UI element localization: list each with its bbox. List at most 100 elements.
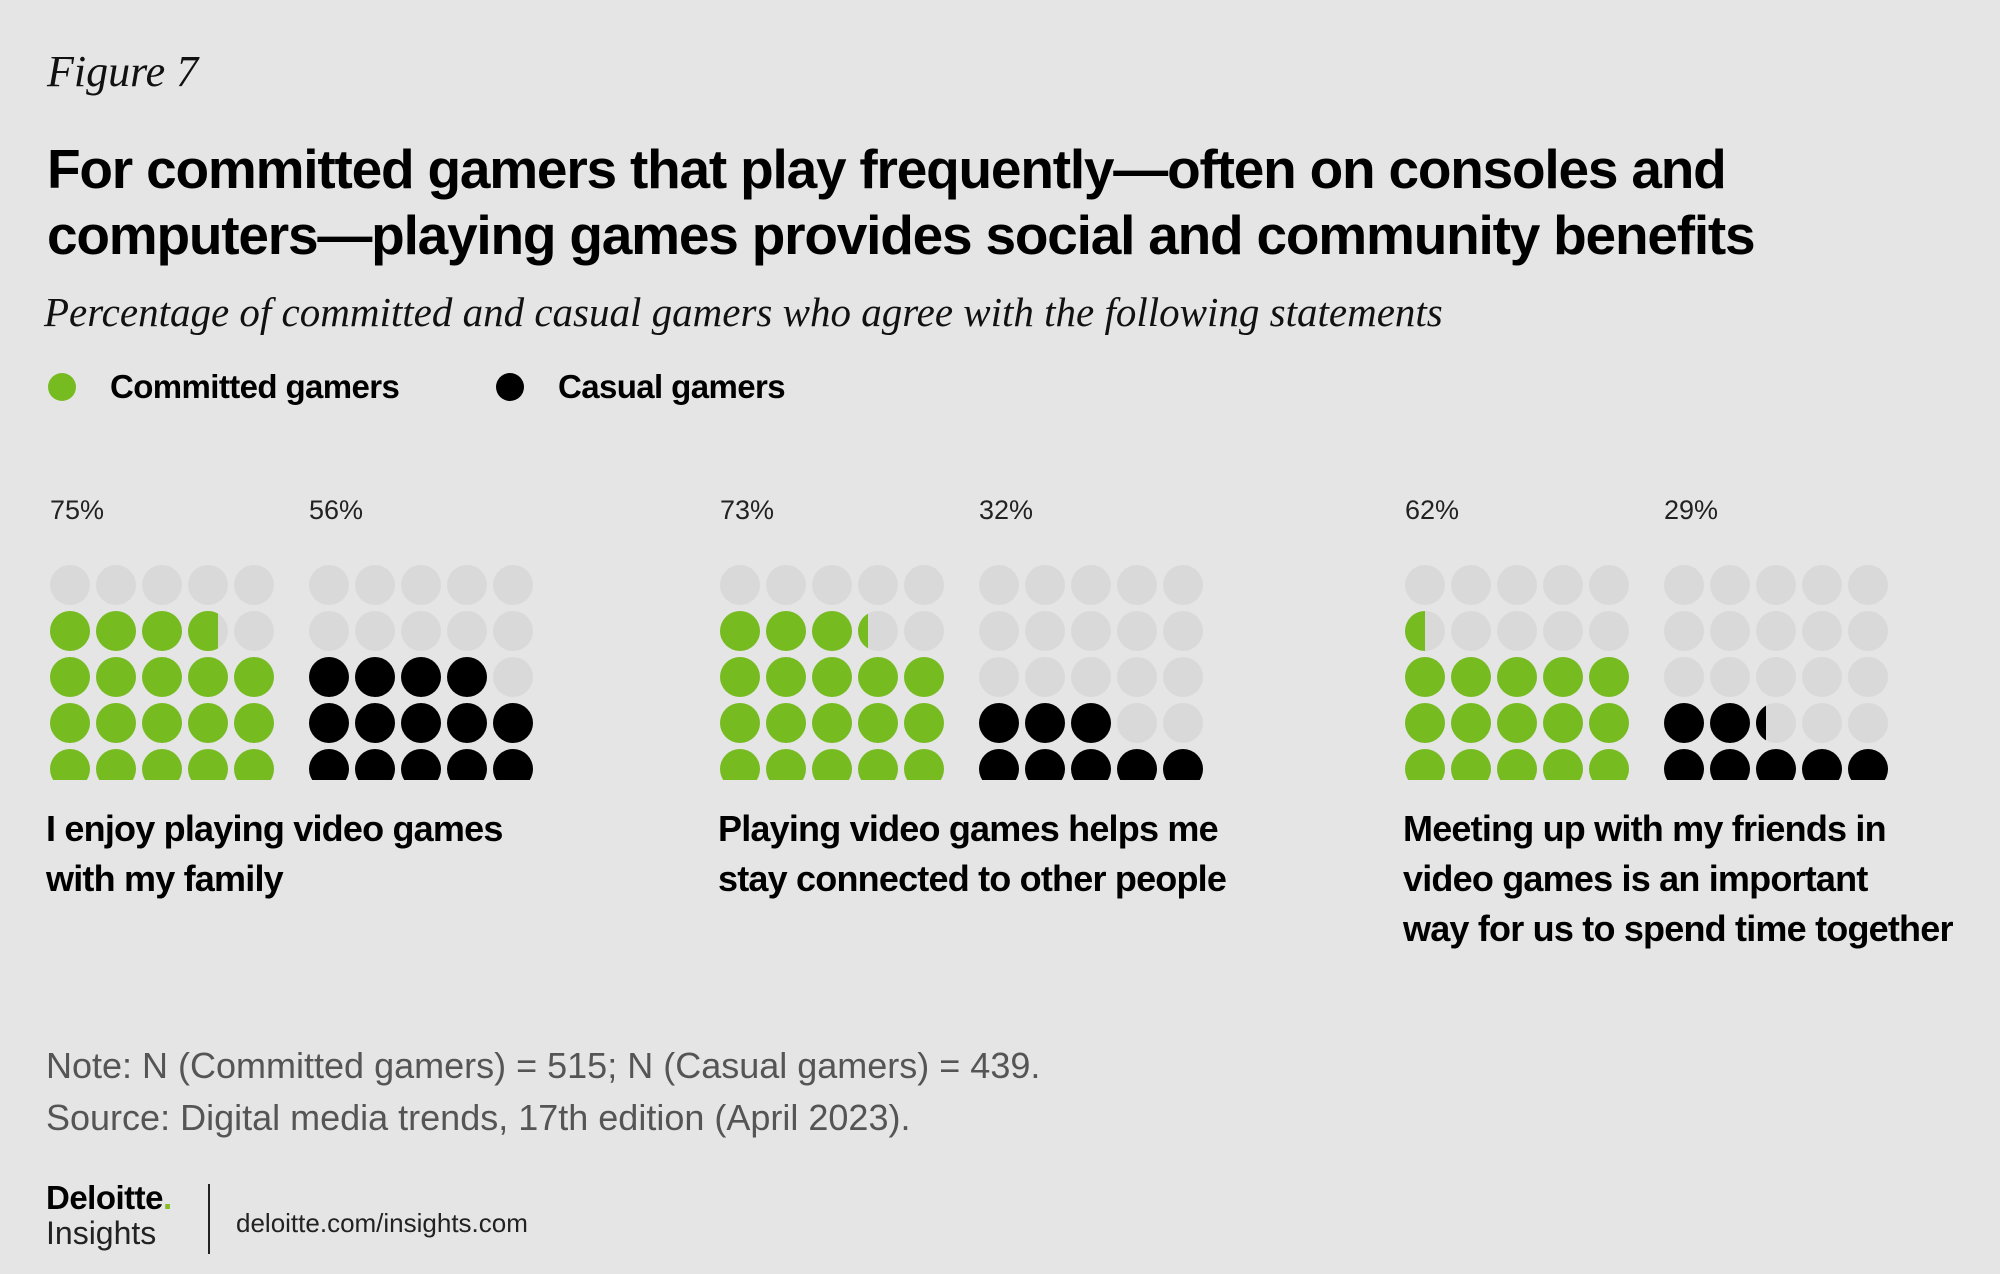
statement-friends-line-3: way for us to spend time together [1403,908,1953,949]
logo-brand-dot: . [163,1179,172,1216]
committed-waffle-dot [1451,657,1491,697]
committed-waffle-dot-empty [858,565,898,605]
committed-waffle-dot-empty [1405,565,1445,605]
committed-waffle-dot-empty [1497,565,1537,605]
committed-waffle-dot [96,657,136,697]
committed-waffle-dot-empty [1497,611,1537,651]
legend-swatch-committed [48,373,76,401]
committed-waffle-dot-empty [720,565,760,605]
committed-waffle-dot [234,657,274,697]
casual-waffle-dot-empty [309,611,349,651]
casual-waffle-dot-empty [1117,611,1157,651]
committed-waffle-dot-empty [812,565,852,605]
casual-waffle-dot-empty [1025,565,1065,605]
casual-waffle-dot-empty [1025,657,1065,697]
committed-waffle-dot [50,749,90,780]
committed-waffle-dot [1589,657,1629,697]
casual-waffle-dot [1664,703,1704,743]
casual-waffle-dot [355,749,395,780]
casual-waffle-dot [1664,749,1704,780]
committed-waffle-dot [720,703,760,743]
statement-friends-line-1: Meeting up with my friends in [1403,808,1887,849]
committed-waffle-dot [904,657,944,697]
statement-connected-line-1: Playing video games helps me [718,808,1219,849]
pct-label-committed: 73% [720,495,774,525]
legend-item-committed: Committed gamers [48,368,400,406]
casual-waffle-dot-empty [1756,611,1796,651]
casual-waffle-dot-empty [979,565,1019,605]
source-line: Source: Digital media trends, 17th editi… [46,1097,911,1138]
statement-friends: Meeting up with my friends in video game… [1403,804,1953,954]
committed-waffle-dot [1497,703,1537,743]
committed-waffle-dot-empty [1451,565,1491,605]
committed-waffle-dot-empty [1543,611,1583,651]
casual-waffle-dot [401,749,441,780]
casual-waffle-dot [1117,749,1157,780]
statement-family-line-1: I enjoy playing video games [46,808,503,849]
casual-waffle-dot-empty [1802,703,1842,743]
casual-waffle-dot-empty [447,565,487,605]
committed-waffle-dot-empty [766,565,806,605]
chart-subtitle: Percentage of committed and casual gamer… [44,289,1443,335]
casual-waffle-dot-empty [355,565,395,605]
committed-waffle-dot-empty [1543,565,1583,605]
casual-waffle-dot-empty [1664,657,1704,697]
pct-label-committed: 62% [1405,495,1459,525]
committed-waffle-dot [50,703,90,743]
committed-waffle-dot [858,749,898,780]
committed-waffle-dot [858,657,898,697]
casual-waffle-dot-empty [1848,565,1888,605]
casual-waffle-dot [979,749,1019,780]
statement-family: I enjoy playing video games with my fami… [46,804,503,904]
footer-url[interactable]: deloitte.com/insights.com [236,1208,528,1238]
committed-waffle-dot-partial [1405,611,1425,651]
casual-waffle-dot-empty [401,611,441,651]
statement-family-line-2: with my family [46,858,284,899]
committed-waffle-dot [234,703,274,743]
committed-waffle-dot [188,749,228,780]
committed-waffle-dot [142,611,182,651]
committed-waffle-dot [96,703,136,743]
committed-waffle-dot [50,611,90,651]
committed-waffle-dot [812,703,852,743]
committed-waffle-dot [1405,749,1445,780]
casual-waffle-dot [355,657,395,697]
committed-waffle-dot [720,657,760,697]
committed-waffle-dot-empty [904,565,944,605]
legend-label-casual: Casual gamers [558,368,786,405]
casual-waffle-dot-empty [1025,611,1065,651]
casual-waffle-dot-empty [447,611,487,651]
committed-waffle-dot-empty [50,565,90,605]
committed-waffle-dot [1405,657,1445,697]
casual-waffle-dot-empty [1710,611,1750,651]
casual-waffle-dot [355,703,395,743]
casual-waffle-dot-empty [493,565,533,605]
committed-waffle-dot [142,749,182,780]
casual-waffle-dot-empty [1710,657,1750,697]
waffle-chart: 75% 56% 73% 32% 62% 29% [50,495,1888,780]
casual-waffle-dot-empty [493,611,533,651]
pct-label-casual: 56% [309,495,363,525]
casual-waffle-dot-empty [1117,657,1157,697]
committed-waffle-dot [766,611,806,651]
casual-waffle-dot-empty [1071,611,1111,651]
statement-connected-line-2: stay connected to other people [718,858,1227,899]
casual-waffle-dot-empty [1664,565,1704,605]
casual-waffle-dot-empty [309,565,349,605]
casual-waffle-dot-empty [1848,611,1888,651]
committed-waffle-dot [142,703,182,743]
committed-waffle-dot [904,749,944,780]
committed-waffle-dot [766,703,806,743]
casual-waffle-dot-empty [1802,565,1842,605]
note-source: Note: N (Committed gamers) = 515; N (Cas… [46,1040,1040,1144]
casual-waffle-dot [401,703,441,743]
casual-waffle-dot [447,749,487,780]
casual-waffle-dot [1710,749,1750,780]
committed-waffle-dot-partial [858,613,868,649]
committed-waffle-dot [234,749,274,780]
logo-brand-text: Deloitte [46,1179,164,1216]
legend-item-casual: Casual gamers [496,368,786,406]
casual-waffle-dot-empty [493,657,533,697]
committed-waffle-dot-empty [234,565,274,605]
committed-waffle-dot [96,749,136,780]
